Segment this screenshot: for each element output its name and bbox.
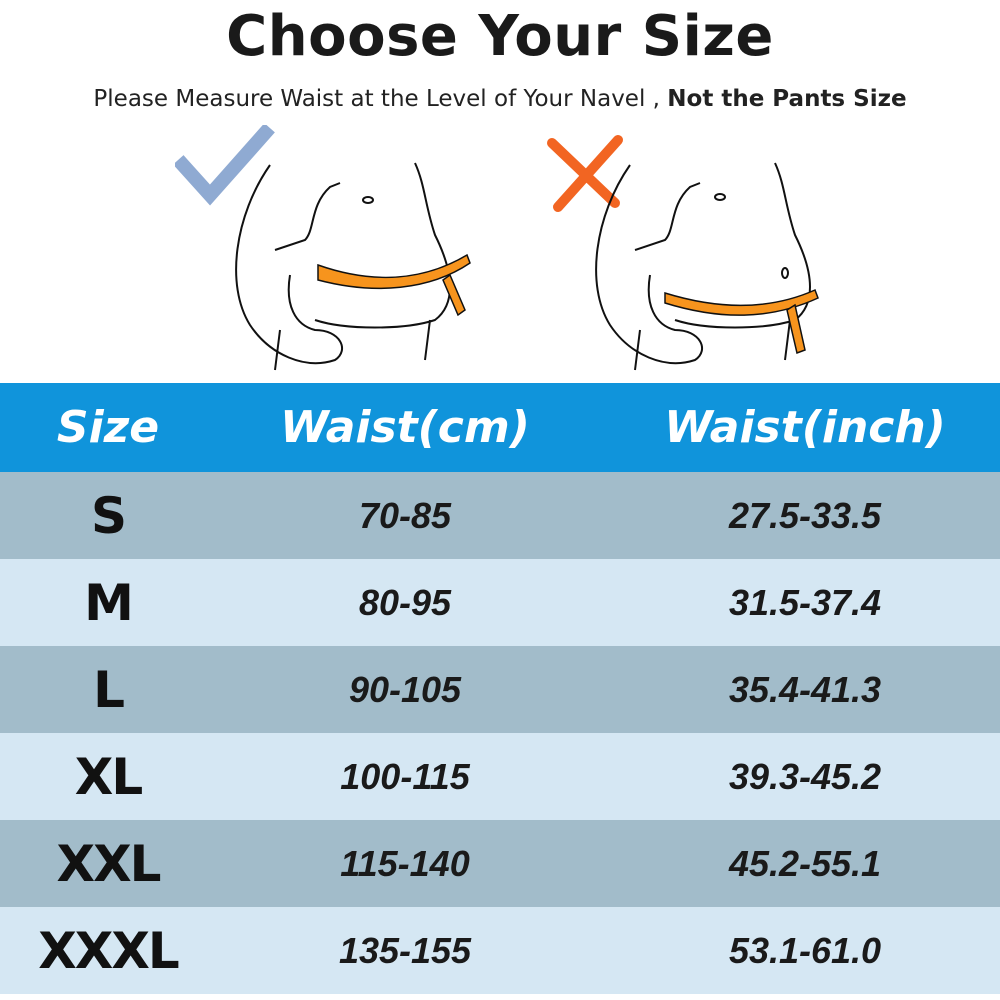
- waist-inch-cell: 53.1-61.0: [728, 929, 882, 971]
- waist-cm-cell: 80-95: [358, 581, 452, 623]
- waist-cm-cell: 135-155: [338, 929, 472, 971]
- table-row: L 90-105 35.4-41.3: [0, 646, 1000, 733]
- size-cell: M: [84, 573, 134, 632]
- correct-measure-illustration: [175, 125, 471, 371]
- size-table: Size Waist(cm) Waist(inch) S 70-85 27.5-…: [0, 383, 1000, 994]
- table-header: Size Waist(cm) Waist(inch): [0, 383, 1000, 472]
- subtitle-bold: Not the Pants Size: [667, 86, 907, 112]
- waist-inch-cell: 39.3-45.2: [728, 755, 882, 797]
- column-header-waist-inch: Waist(inch): [664, 402, 946, 453]
- table-row: XXXL 135-155 53.1-61.0: [0, 907, 1000, 994]
- cross-icon: [547, 135, 623, 212]
- size-cell: XL: [74, 747, 143, 806]
- size-cell: S: [90, 486, 127, 545]
- waist-inch-cell: 35.4-41.3: [728, 668, 882, 710]
- page-subtitle: Please Measure Waist at the Level of You…: [0, 86, 1000, 112]
- incorrect-measure-illustration: [547, 135, 819, 371]
- waist-inch-cell: 45.2-55.1: [728, 842, 882, 884]
- page-title: Choose Your Size: [226, 4, 774, 69]
- measuring-tape: [664, 288, 819, 316]
- table-row: XL 100-115 39.3-45.2: [0, 733, 1000, 820]
- column-header-size: Size: [56, 402, 160, 453]
- subtitle-regular: Please Measure Waist at the Level of You…: [93, 86, 660, 112]
- size-cell: XXL: [56, 834, 162, 893]
- check-icon: [175, 125, 275, 206]
- column-header-waist-cm: Waist(cm): [280, 402, 530, 453]
- table-row: XXL 115-140 45.2-55.1: [0, 820, 1000, 907]
- size-cell: XXXL: [38, 921, 180, 980]
- table-row: S 70-85 27.5-33.5: [0, 472, 1000, 559]
- waist-inch-cell: 31.5-37.4: [728, 581, 882, 623]
- size-cell: L: [93, 660, 125, 719]
- measuring-tape: [317, 253, 471, 290]
- waist-cm-cell: 70-85: [358, 494, 452, 536]
- waist-cm-cell: 100-115: [340, 755, 470, 797]
- waist-inch-cell: 27.5-33.5: [728, 494, 882, 536]
- waist-cm-cell: 90-105: [348, 668, 462, 710]
- waist-cm-cell: 115-140: [340, 842, 470, 884]
- table-row: M 80-95 31.5-37.4: [0, 559, 1000, 646]
